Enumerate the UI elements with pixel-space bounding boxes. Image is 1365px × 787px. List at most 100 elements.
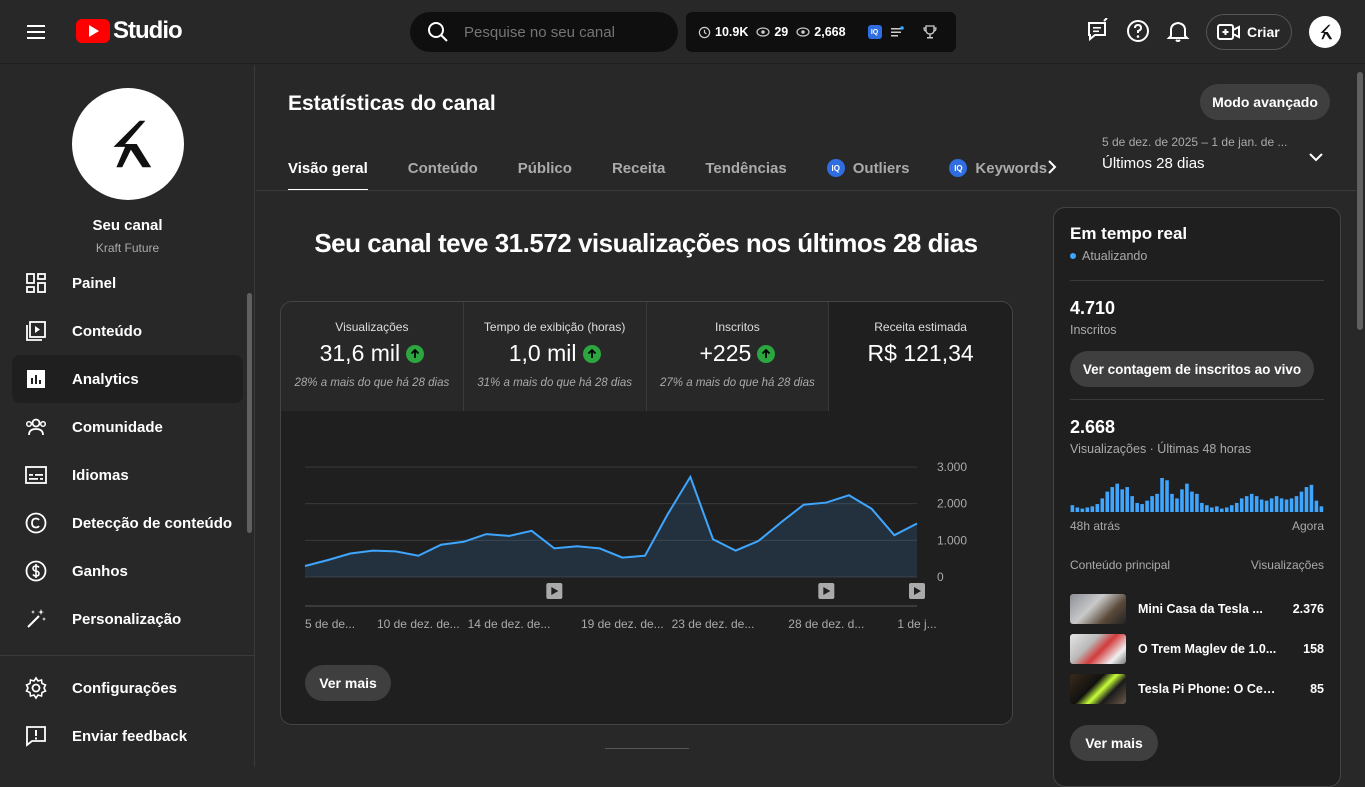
x-tick-label: 23 de dez. de... (672, 617, 755, 631)
sidebar-item-idiomas[interactable]: Idiomas (12, 451, 243, 499)
data-point (893, 534, 895, 536)
sidebar-item-personalizacao[interactable]: Personalização (12, 595, 243, 643)
realtime-bar (1299, 491, 1304, 512)
account-avatar[interactable] (1309, 16, 1341, 48)
tabs-next-chevron-icon[interactable] (1042, 157, 1062, 177)
realtime-bar (1210, 507, 1214, 512)
sidebar-item-feedback[interactable]: Enviar feedback (12, 712, 243, 760)
y-tick-label: 2.000 (937, 497, 967, 511)
data-point (757, 540, 759, 542)
tab-visao-geral[interactable]: Visão geral (288, 145, 368, 191)
tab-receita[interactable]: Receita (611, 159, 666, 177)
top-content-row[interactable]: Mini Casa da Tesla ... 2.376 (1070, 594, 1324, 624)
realtime-bar (1175, 498, 1179, 512)
tabs-divider (256, 190, 1356, 191)
y-tick-label: 1.000 (937, 533, 967, 547)
magic-wand-icon (27, 609, 46, 628)
sidebar-scrollbar[interactable] (247, 293, 252, 533)
x-tick-label: 10 de dez. de... (377, 617, 460, 631)
realtime-bar (1100, 498, 1105, 512)
metric-revenue[interactable]: Receita estimada R$ 121,34 (829, 302, 1012, 411)
sidebar-divider (0, 655, 255, 656)
realtime-bar (1105, 491, 1110, 512)
feedback-comment-icon[interactable] (1085, 18, 1113, 46)
realtime-bar (1264, 500, 1269, 512)
realtime-bar (1254, 496, 1259, 512)
data-point (553, 547, 555, 549)
video-thumbnail (1070, 674, 1126, 704)
date-range-selector[interactable]: 5 de dez. de 2025 – 1 de jan. de ... Últ… (1102, 135, 1332, 179)
realtime-bar (1070, 505, 1075, 512)
realtime-bar (1195, 493, 1199, 512)
create-button[interactable]: Criar (1206, 14, 1292, 50)
sidebar-item-configuracoes[interactable]: Configurações (12, 664, 243, 712)
tab-keywords[interactable]: IQ Keywords (949, 145, 1047, 191)
clock-icon (698, 26, 711, 38)
realtime-bar (1259, 499, 1264, 512)
realtime-bar (1115, 483, 1120, 512)
sidebar-item-ganhos[interactable]: Ganhos (12, 547, 243, 595)
realtime-bar (1075, 507, 1080, 512)
realtime-bar (1110, 487, 1115, 512)
youtube-logo-icon (76, 19, 110, 43)
area-fill (305, 476, 917, 577)
iq-icon: IQ (826, 159, 845, 177)
metric-views[interactable]: Visualizações 31,6 mil 28% a mais do que… (281, 302, 464, 411)
trophy-icon[interactable] (922, 24, 938, 40)
menu-icon[interactable] (24, 20, 52, 44)
top-header: Studio 10.9K 29 2,668 IQ Criar (0, 0, 1365, 64)
data-point (916, 522, 918, 524)
sidebar-item-conteudo[interactable]: Conteúdo (12, 307, 243, 355)
bell-icon[interactable] (1165, 18, 1193, 46)
sidebar: Seu canal Kraft Future Painel Conteúdo A… (0, 65, 255, 767)
data-point (327, 559, 329, 561)
x-tick-label: 5 de de... (305, 617, 355, 631)
data-point (372, 550, 374, 552)
realtime-bar (1215, 506, 1219, 512)
data-point (304, 565, 306, 567)
channel-avatar[interactable] (72, 88, 184, 200)
copyright-icon (25, 512, 47, 534)
realtime-bar (1314, 500, 1319, 512)
tab-tendencias[interactable]: Tendências (705, 159, 787, 177)
help-icon[interactable] (1125, 18, 1153, 46)
realtime-bar (1289, 498, 1294, 512)
realtime-bar (1244, 496, 1249, 512)
realtime-bar (1205, 505, 1209, 512)
realtime-bar (1170, 493, 1174, 512)
date-range-label: Últimos 28 dias (1102, 155, 1205, 172)
top-content-row[interactable]: Tesla Pi Phone: O Celul... 85 (1070, 674, 1324, 704)
subscribers-value: 4.710 (1070, 298, 1116, 318)
metric-subscribers[interactable]: Inscritos +225 27% a mais do que há 28 d… (646, 302, 830, 411)
realtime-bar (1080, 508, 1085, 512)
advanced-mode-button[interactable]: Modo avançado (1200, 84, 1330, 120)
iq-icon[interactable]: IQ (867, 25, 882, 39)
realtime-bar (1284, 499, 1289, 512)
eye-icon (796, 27, 810, 37)
sidebar-item-analytics[interactable]: Analytics (12, 355, 243, 403)
sidebar-item-deteccao[interactable]: Detecção de conteúdo (12, 499, 243, 547)
main-scrollbar[interactable] (1357, 72, 1363, 330)
search-input[interactable] (464, 23, 644, 41)
divider (605, 748, 689, 749)
top-content-row[interactable]: O Trem Maglev de 1.0... 158 (1070, 634, 1324, 664)
extension-stats-bar[interactable]: 10.9K 29 2,668 IQ (686, 12, 956, 52)
studio-logo[interactable]: Studio (76, 17, 183, 45)
tab-conteudo[interactable]: Conteúdo (407, 159, 478, 177)
sidebar-item-painel[interactable]: Painel (12, 259, 243, 307)
live-subscriber-count-button[interactable]: Ver contagem de inscritos ao vivo (1070, 351, 1314, 387)
page-title: Estatísticas do canal (288, 92, 496, 115)
tab-publico[interactable]: Público (517, 159, 572, 177)
analytics-tabs: Visão geral Conteúdo Público Receita Ten… (288, 145, 1087, 191)
data-point (803, 504, 805, 506)
dashboard-icon (26, 273, 46, 293)
search-bar[interactable] (410, 12, 678, 52)
sidebar-item-comunidade[interactable]: Comunidade (12, 403, 243, 451)
metric-watch-time[interactable]: Tempo de exibição (horas) 1,0 mil 31% a … (463, 302, 647, 411)
play-icon (823, 587, 831, 595)
list-icon[interactable] (890, 26, 904, 38)
channel-name: Seu canal (92, 217, 163, 234)
ver-mais-button[interactable]: Ver mais (305, 665, 391, 701)
realtime-ver-mais-button[interactable]: Ver mais (1070, 725, 1158, 761)
tab-outliers[interactable]: IQ Outliers (826, 145, 909, 191)
